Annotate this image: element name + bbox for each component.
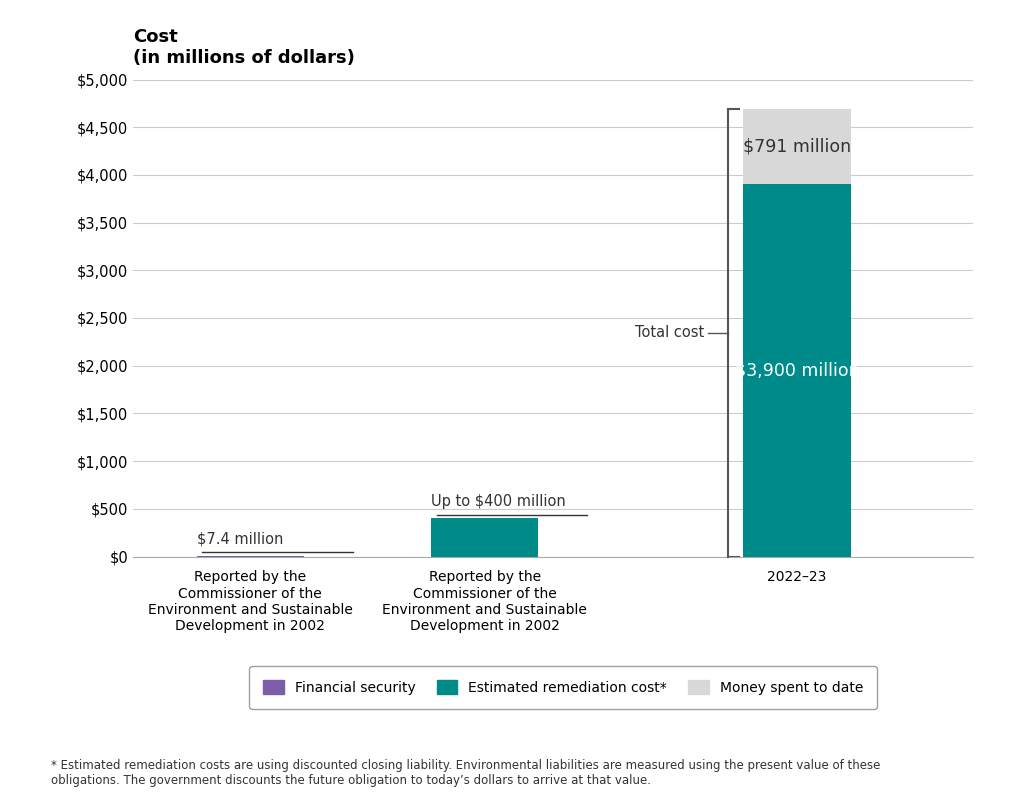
- Text: Cost
(in millions of dollars): Cost (in millions of dollars): [133, 28, 355, 67]
- Bar: [743, 184, 851, 556]
- Text: $7.4 million: $7.4 million: [197, 531, 283, 546]
- Text: * Estimated remediation costs are using discounted closing liability. Environmen: * Estimated remediation costs are using …: [51, 759, 881, 787]
- Bar: [743, 109, 851, 184]
- Text: $3,900 million: $3,900 million: [735, 362, 859, 379]
- Text: Total cost: Total cost: [635, 325, 705, 340]
- Bar: [431, 518, 539, 556]
- Text: $791 million: $791 million: [743, 138, 851, 156]
- Text: Up to $400 million: Up to $400 million: [431, 494, 565, 509]
- Legend: Financial security, Estimated remediation cost*, Money spent to date: Financial security, Estimated remediatio…: [249, 666, 878, 708]
